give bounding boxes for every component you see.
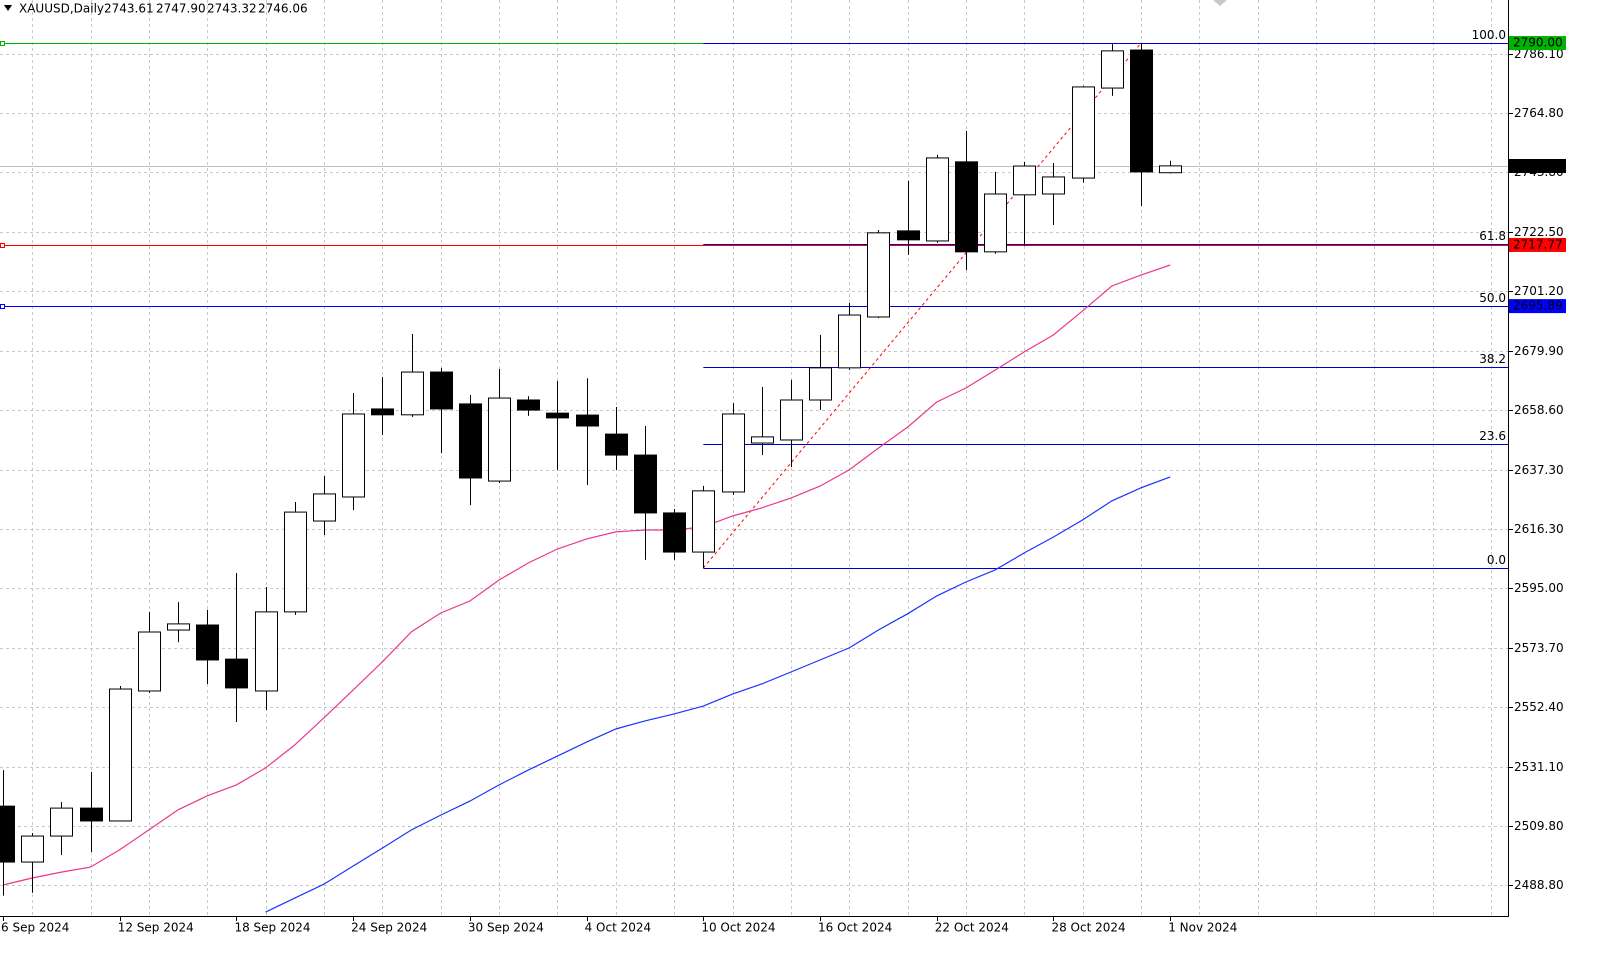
candle-body bbox=[1013, 165, 1036, 196]
candle-body bbox=[984, 193, 1007, 253]
candle-body bbox=[517, 399, 540, 411]
fib-label: 100.0 bbox=[1472, 28, 1506, 42]
candle-body bbox=[897, 230, 920, 241]
x-tick-label: 1 Nov 2024 bbox=[1168, 921, 1237, 935]
candle-body bbox=[663, 512, 686, 553]
candle-body bbox=[401, 371, 424, 416]
y-tick-label: 2595.00 bbox=[1514, 581, 1564, 595]
x-tick-label: 24 Sep 2024 bbox=[351, 921, 427, 935]
candle-body bbox=[313, 493, 336, 522]
moving-average bbox=[2, 264, 1171, 886]
candle-body bbox=[430, 371, 453, 410]
candle-body bbox=[780, 399, 803, 441]
candle-body bbox=[50, 807, 73, 837]
candle-body bbox=[751, 436, 774, 444]
level-anchor bbox=[0, 304, 5, 309]
x-tick-label: 6 Sep 2024 bbox=[1, 921, 69, 935]
x-tick-label: 28 Oct 2024 bbox=[1051, 921, 1125, 935]
candle-body bbox=[167, 623, 190, 631]
candle-body bbox=[1101, 50, 1124, 89]
y-tick-label: 2722.50 bbox=[1514, 225, 1564, 239]
candle-body bbox=[838, 314, 861, 369]
candle-body bbox=[576, 414, 599, 427]
x-tick-label: 4 Oct 2024 bbox=[585, 921, 652, 935]
moving-average bbox=[265, 476, 1171, 913]
candle-body bbox=[546, 412, 569, 419]
fib-label: 38.2 bbox=[1479, 352, 1506, 366]
candle-body bbox=[1159, 165, 1182, 174]
fib-label: 61.8 bbox=[1479, 229, 1506, 243]
candle-body bbox=[459, 403, 482, 479]
y-tick-label: 2764.80 bbox=[1514, 106, 1564, 120]
y-tick-label: 2637.30 bbox=[1514, 463, 1564, 477]
candle-body bbox=[284, 511, 307, 613]
low-value: 2743.32 bbox=[207, 2, 257, 16]
chart-title: XAUUSD,Daily bbox=[19, 2, 104, 16]
y-tick-label: 2509.80 bbox=[1514, 819, 1564, 833]
y-tick-label: 2658.60 bbox=[1514, 403, 1564, 417]
candle-body bbox=[21, 835, 44, 863]
shift-marker bbox=[1213, 0, 1227, 6]
menu-arrow bbox=[4, 5, 12, 11]
candle-body bbox=[488, 397, 511, 482]
y-tick-label: 2573.70 bbox=[1514, 641, 1564, 655]
candle-body bbox=[0, 805, 15, 863]
y-tick-label: 2488.80 bbox=[1514, 878, 1564, 892]
open-value: 2743.61 bbox=[104, 2, 154, 16]
x-tick-label: 30 Sep 2024 bbox=[468, 921, 544, 935]
fib-label: 0.0 bbox=[1487, 553, 1506, 567]
candle-body bbox=[1072, 86, 1095, 179]
candle-body bbox=[692, 490, 715, 553]
price-tag-label: 2695.89 bbox=[1513, 299, 1563, 313]
candle-body bbox=[809, 367, 832, 401]
x-tick-label: 12 Sep 2024 bbox=[118, 921, 194, 935]
price-tag bbox=[1509, 36, 1566, 51]
price-tag-label: 2717.77 bbox=[1513, 237, 1563, 251]
candle-body bbox=[605, 433, 628, 456]
candle-body bbox=[225, 658, 248, 689]
price-tag-label: 2790.00 bbox=[1513, 36, 1563, 50]
candle-body bbox=[371, 408, 394, 416]
y-tick-label: 2679.90 bbox=[1514, 344, 1564, 358]
x-tick-label: 18 Sep 2024 bbox=[234, 921, 310, 935]
candle-body bbox=[955, 161, 978, 253]
y-tick-label: 2616.30 bbox=[1514, 522, 1564, 536]
fib-label: 23.6 bbox=[1479, 429, 1506, 443]
candle-body bbox=[867, 232, 890, 318]
bid-tag-label: 2746.06 bbox=[1513, 159, 1563, 173]
candle-body bbox=[196, 624, 219, 661]
close-value: 2746.06 bbox=[258, 2, 308, 16]
candle-body bbox=[634, 454, 657, 514]
high-value: 2747.90 bbox=[156, 2, 206, 16]
candle-body bbox=[80, 807, 103, 822]
level-anchor bbox=[0, 243, 5, 248]
y-tick-label: 2701.20 bbox=[1514, 284, 1564, 298]
x-tick-label: 16 Oct 2024 bbox=[818, 921, 892, 935]
y-tick-label: 2531.10 bbox=[1514, 760, 1564, 774]
price-tag bbox=[1509, 237, 1566, 252]
y-tick-label: 2552.40 bbox=[1514, 700, 1564, 714]
x-tick-label: 10 Oct 2024 bbox=[701, 921, 775, 935]
candle-body bbox=[722, 413, 745, 493]
candle-body bbox=[342, 413, 365, 498]
candle-body bbox=[1042, 176, 1065, 195]
candle-body bbox=[255, 611, 278, 692]
candle-body bbox=[109, 688, 132, 822]
bid-tag bbox=[1509, 159, 1566, 173]
x-tick-label: 22 Oct 2024 bbox=[935, 921, 1009, 935]
candle-body bbox=[138, 631, 161, 692]
fib-label: 50.0 bbox=[1479, 291, 1506, 305]
y-tick-label: 2786.10 bbox=[1514, 47, 1564, 61]
price-tag bbox=[1509, 299, 1566, 314]
candle-body bbox=[1130, 49, 1153, 173]
candle-body bbox=[926, 157, 949, 242]
level-anchor bbox=[0, 41, 5, 46]
